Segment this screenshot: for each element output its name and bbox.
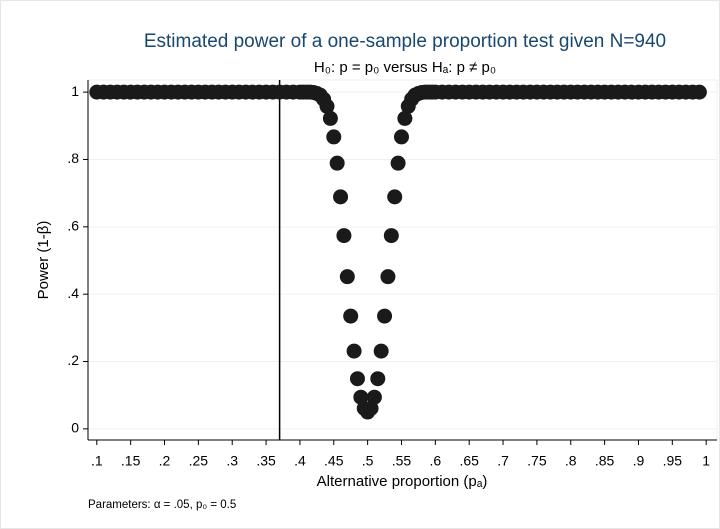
x-tick-label: .75 [527,453,547,469]
point [377,308,393,324]
y-tick-label: 0 [71,420,79,436]
point [336,228,352,244]
point [346,343,362,359]
x-tick-label: .3 [226,453,238,469]
y-tick-label: .6 [67,218,79,234]
point [390,155,406,171]
x-tick-label: .4 [294,453,306,469]
point [383,228,399,244]
point [387,189,403,205]
x-tick-label: .45 [324,453,344,469]
point [349,371,365,387]
x-tick-label: .55 [392,453,412,469]
x-tick-label: .6 [429,453,441,469]
point [343,308,359,324]
point [339,269,355,285]
x-tick-label: .25 [189,453,209,469]
x-tick-label: .15 [121,453,141,469]
x-tick-label: .95 [663,453,683,469]
point [329,155,345,171]
chart-subtitle: H₀: p = p₀ versus Hₐ: p ≠ p₀ [314,59,496,76]
x-tick-label: .65 [459,453,479,469]
point [322,110,338,126]
x-tick-label: .7 [497,453,509,469]
point [380,269,396,285]
x-axis-label: Alternative proportion (pₐ) [317,473,488,490]
point [373,343,389,359]
y-tick-label: 1 [71,83,79,99]
y-tick-label: .2 [67,352,79,368]
x-tick-label: .9 [633,453,645,469]
x-tick-label: .8 [565,453,577,469]
chart-title: Estimated power of a one-sample proporti… [144,31,666,52]
y-tick-label: .8 [67,150,79,166]
x-tick-label: .35 [256,453,276,469]
x-tick-label: .1 [91,453,103,469]
x-tick-label: 1 [702,453,710,469]
y-axis-label: Power (1-β) [35,221,52,300]
point [691,84,707,100]
point [370,371,386,387]
note: Parameters: α = .05, p₀ = 0.5 [88,499,236,511]
point [333,189,349,205]
point [393,129,409,145]
point [326,129,342,145]
x-tick-label: .2 [159,453,171,469]
x-tick-label: .5 [362,453,374,469]
y-tick-label: .4 [67,285,79,301]
point [366,389,382,405]
x-tick-label: .85 [595,453,615,469]
